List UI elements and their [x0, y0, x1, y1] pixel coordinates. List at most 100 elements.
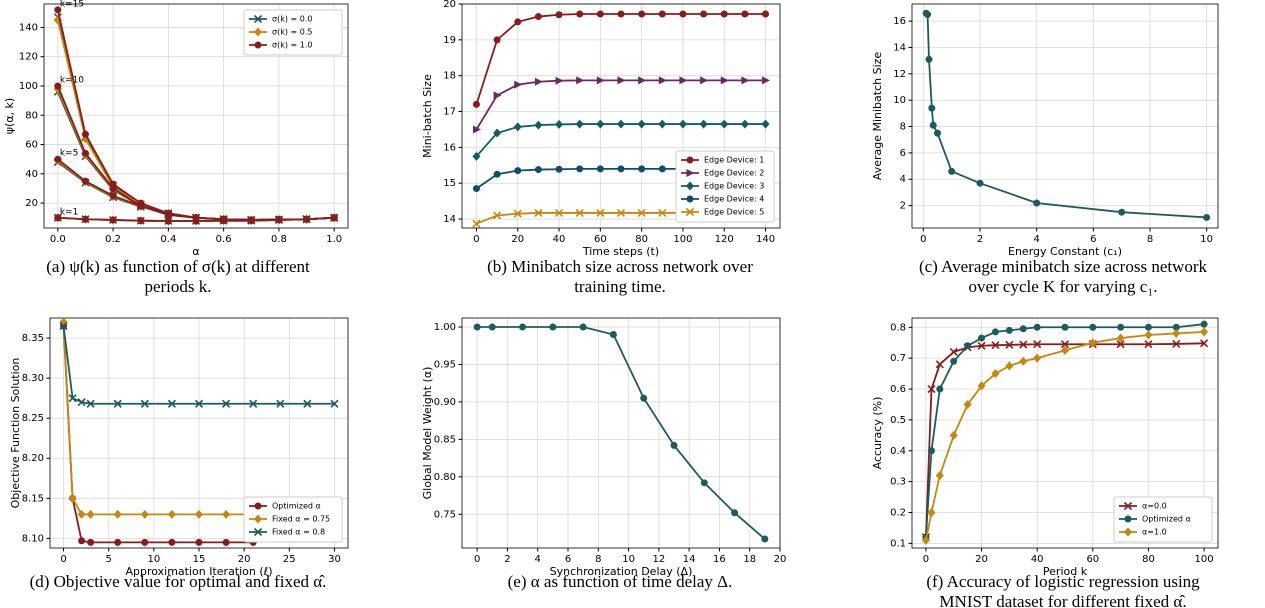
marker: [472, 151, 481, 161]
marker: [596, 119, 605, 129]
marker: [77, 398, 86, 407]
marker: [617, 76, 626, 85]
x-axis-label: Energy Constant (c₁): [1008, 245, 1122, 258]
x-tick-label: 80: [635, 234, 648, 245]
x-tick-label: 60: [594, 234, 607, 245]
x-tick-label: 25: [283, 554, 296, 565]
marker: [616, 208, 626, 218]
marker: [1005, 340, 1014, 349]
x-tick-label: 1.0: [326, 234, 342, 245]
x-tick-label: 2: [504, 554, 510, 565]
marker: [638, 165, 646, 173]
marker: [472, 100, 480, 108]
marker: [977, 341, 986, 350]
marker: [617, 10, 625, 18]
marker: [514, 80, 523, 89]
marker: [964, 342, 972, 350]
marker: [617, 165, 625, 173]
x-tick-label: 0: [473, 234, 479, 245]
marker: [596, 208, 605, 218]
y-tick-label: 19: [443, 35, 456, 46]
legend-label: Fixed α = 0.8: [272, 528, 325, 537]
y-tick-label: 16: [443, 142, 456, 153]
marker: [1033, 353, 1042, 363]
legend-label: Fixed α = 0.75: [272, 515, 330, 524]
x-tick-label: 10: [1200, 234, 1213, 245]
marker: [575, 208, 584, 218]
legend-marker: [686, 195, 694, 203]
marker: [991, 369, 1000, 379]
y-tick-label: 40: [25, 169, 38, 180]
y-tick-label: 0.1: [890, 538, 906, 549]
y-tick-label: 0.7: [890, 353, 906, 364]
legend-label: Edge Device: 5: [704, 208, 764, 217]
marker: [761, 535, 769, 543]
marker: [137, 202, 145, 210]
marker: [54, 82, 62, 90]
marker: [513, 209, 522, 218]
legend-marker: [686, 181, 694, 191]
curve-label: k=5: [60, 149, 78, 159]
marker: [330, 399, 339, 408]
legend-marker: [254, 502, 262, 510]
series-line: [925, 12, 1207, 219]
marker: [555, 76, 564, 85]
x-tick-label: 20: [511, 234, 524, 245]
marker: [1033, 340, 1042, 349]
legend-marker: [686, 169, 695, 177]
series-line: [925, 323, 1205, 538]
marker: [109, 192, 117, 200]
legend-label: Edge Device: 1: [704, 156, 764, 165]
marker: [534, 166, 542, 174]
marker: [555, 165, 563, 173]
caption: (f) Accuracy of logistic regression usin…: [926, 572, 1200, 591]
marker: [303, 215, 311, 223]
marker: [493, 211, 502, 220]
y-tick-label: 20: [443, 0, 456, 10]
marker: [948, 167, 956, 175]
curve-label: k=10: [60, 75, 84, 85]
marker: [640, 394, 648, 402]
y-tick-label: 8.30: [22, 373, 44, 384]
marker: [1172, 323, 1180, 331]
marker: [720, 76, 729, 85]
marker: [921, 535, 930, 545]
marker: [596, 10, 604, 18]
y-tick-label: 6: [900, 148, 906, 159]
marker: [638, 10, 646, 18]
legend-box: [243, 9, 343, 56]
marker: [934, 129, 941, 137]
marker: [1005, 361, 1014, 371]
y-tick-label: 8.15: [22, 493, 44, 504]
marker: [222, 399, 231, 408]
marker: [513, 122, 522, 132]
marker: [555, 11, 563, 19]
x-tick-label: 0.2: [105, 234, 121, 245]
marker: [54, 155, 62, 163]
plot-frame: [911, 317, 1219, 549]
marker: [168, 538, 176, 546]
marker: [679, 76, 688, 85]
y-tick-label: 14: [893, 42, 906, 53]
x-tick-label: 40: [553, 234, 566, 245]
marker: [1088, 338, 1097, 348]
marker: [700, 76, 709, 85]
x-tick-label: 6: [565, 554, 571, 565]
marker: [679, 10, 687, 18]
marker: [731, 509, 739, 517]
legend-label: α=1.0: [1142, 528, 1167, 537]
marker: [68, 493, 77, 503]
marker: [638, 76, 647, 85]
marker: [195, 538, 203, 546]
y-tick-label: 0.4: [890, 446, 906, 457]
marker: [1144, 330, 1153, 340]
y-tick-label: 8.20: [22, 453, 44, 464]
x-tick-label: 30: [328, 554, 341, 565]
marker: [1033, 323, 1041, 331]
plot-frame: [461, 3, 781, 229]
marker: [1200, 339, 1209, 348]
y-tick-label: 4: [900, 174, 906, 185]
y-tick-label: 60: [25, 140, 38, 151]
marker: [1116, 333, 1125, 343]
marker: [741, 10, 749, 18]
